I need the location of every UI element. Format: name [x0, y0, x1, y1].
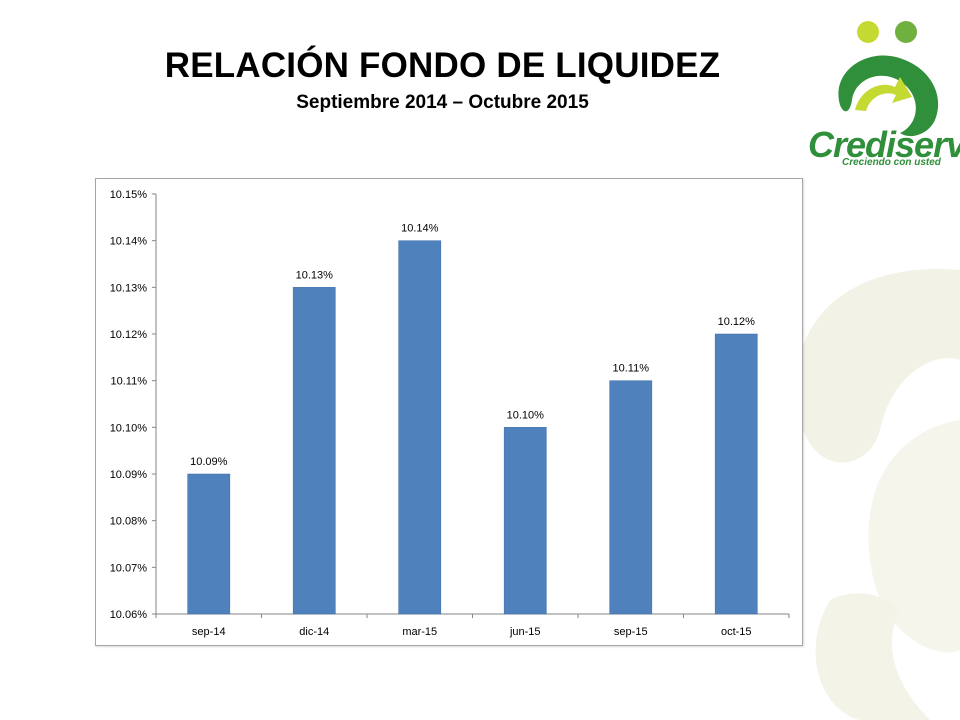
- data-label: 10.11%: [613, 363, 650, 375]
- y-tick-label: 10.14%: [110, 236, 148, 248]
- logo-wordmark: Crediservir: [808, 124, 960, 165]
- bar-chart: 10.06% 10.07% 10.08% 10.09% 10.10% 10.11% 10.1…: [110, 189, 790, 638]
- y-tick-label: 10.07%: [110, 562, 148, 574]
- page-title: RELACIÓN FONDO DE LIQUIDEZ: [164, 46, 721, 85]
- bar-dic-14: [292, 287, 336, 615]
- bar-mar-15: [398, 240, 442, 615]
- x-tick-label: mar-15: [402, 626, 437, 638]
- bar-oct-15: [714, 333, 758, 615]
- x-tick-label: dic-14: [299, 626, 329, 638]
- x-tick-label: sep-15: [614, 626, 648, 638]
- y-tick-label: 10.11%: [111, 376, 148, 388]
- y-tick-label: 10.08%: [110, 516, 148, 528]
- data-label: 10.12%: [718, 316, 756, 328]
- x-tick-label: oct-15: [721, 626, 752, 638]
- data-label: 10.13%: [296, 269, 334, 281]
- logo-tagline: Creciendo con usted: [842, 157, 941, 168]
- data-label: 10.09%: [190, 456, 228, 468]
- crediservir-logo: [838, 21, 939, 137]
- y-tick-label: 10.10%: [110, 422, 148, 434]
- x-tick-label: sep-14: [192, 626, 226, 638]
- page-subtitle: Septiembre 2014 – Octubre 2015: [296, 92, 589, 113]
- bar-sep-15: [609, 380, 653, 615]
- y-tick-label: 10.09%: [110, 469, 148, 481]
- data-label: 10.14%: [401, 223, 439, 235]
- bar-jun-15: [503, 427, 547, 615]
- chart-frame: 10.06% 10.07% 10.08% 10.09% 10.10% 10.11% 10.1…: [95, 178, 803, 646]
- x-tick-label: jun-15: [509, 626, 541, 638]
- y-tick-label: 10.15%: [110, 189, 148, 201]
- y-tick-label: 10.13%: [110, 282, 148, 294]
- data-label: 10.10%: [507, 409, 545, 421]
- y-tick-label: 10.12%: [110, 329, 148, 341]
- y-tick-label: 10.06%: [110, 609, 148, 621]
- bar-sep-14: [187, 473, 231, 615]
